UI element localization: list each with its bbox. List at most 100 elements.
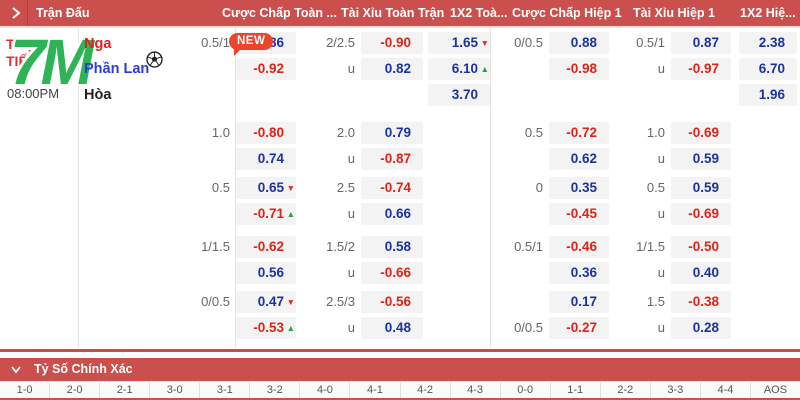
score-option[interactable]: 3-2 xyxy=(250,382,301,398)
ft-ou-line: 1.5/2 xyxy=(326,239,355,254)
ft-1x2-home-odds[interactable]: 1.65 ▼ xyxy=(428,32,490,54)
ft-handicap-away-odds[interactable]: -0.71 ▲ xyxy=(236,203,296,225)
score-option[interactable]: 3-3 xyxy=(650,382,701,398)
ft-1x2-away-odds[interactable]: 6.10 ▲ xyxy=(428,58,490,80)
chevron-right-icon[interactable] xyxy=(9,6,23,20)
odds-group-1: 0.5/1 0.86 -0.92 2/2.5 u -0.90 0.82 1.65… xyxy=(193,32,797,106)
chevron-down-icon[interactable] xyxy=(10,365,22,375)
ft-ou-line: 2.5 xyxy=(336,180,355,195)
correct-score-row: 1-0 2-0 2-1 3-0 3-1 3-2 4-0 4-1 4-2 4-3 … xyxy=(0,381,800,398)
score-option[interactable]: 2-0 xyxy=(50,382,101,398)
ft-handicap-away-odds[interactable]: -0.92 xyxy=(236,58,296,80)
h1-ou-under-odds[interactable]: 0.40 xyxy=(671,262,731,284)
h1-ou-line: 1.5 xyxy=(646,294,665,309)
ft-handicap-line: 1/1.5 xyxy=(201,239,230,254)
h1-1x2-draw-odds[interactable]: 1.96 xyxy=(739,84,797,106)
col-header-ft-overunder[interactable]: Tài Xỉu Toàn Trận xyxy=(341,6,445,20)
section-divider-line xyxy=(0,349,800,352)
score-option[interactable]: 4-2 xyxy=(400,382,451,398)
score-option[interactable]: 3-0 xyxy=(150,382,201,398)
brand-watermark-7m: 7M xyxy=(10,26,94,98)
score-option[interactable]: 0-0 xyxy=(500,382,551,398)
ft-handicap-away-odds[interactable]: -0.53 ▲ xyxy=(236,317,296,339)
col-header-h1-1x2[interactable]: 1X2 Hiệ... xyxy=(740,6,796,20)
col-header-h1-overunder[interactable]: Tài Xỉu Hiệp 1 xyxy=(633,6,715,20)
ft-ou-under-odds[interactable]: 0.48 xyxy=(361,317,423,339)
ft-handicap-home-odds[interactable]: -0.62 xyxy=(236,236,296,258)
h1-handicap-away-odds[interactable]: -0.45 xyxy=(549,203,609,225)
ft-handicap-home-odds[interactable]: 0.47 ▼ xyxy=(236,291,296,313)
score-option[interactable]: 4-1 xyxy=(350,382,401,398)
h1-handicap-away-odds[interactable]: -0.98 xyxy=(549,58,609,80)
away-team-name[interactable]: Phần Lan xyxy=(84,61,150,77)
h1-ou-under-odds[interactable]: 0.59 xyxy=(671,148,731,170)
ft-ou-under-odds[interactable]: 0.82 xyxy=(361,58,423,80)
h1-handicap-home-odds[interactable]: 0.35 xyxy=(549,177,609,199)
ft-1x2-draw-odds[interactable]: 3.70 xyxy=(428,84,490,106)
ft-handicap-away-odds[interactable]: 0.56 xyxy=(236,262,296,284)
ft-ou-over-odds[interactable]: 0.79 xyxy=(361,122,423,144)
h1-handicap-home-odds[interactable]: -0.46 xyxy=(549,236,609,258)
ft-ou-under-odds[interactable]: 0.66 xyxy=(361,203,423,225)
h1-ou-under-odds[interactable]: -0.97 xyxy=(671,58,731,80)
ft-ou-under-odds[interactable]: -0.66 xyxy=(361,262,423,284)
ft-handicap-away-odds[interactable]: 0.74 xyxy=(236,148,296,170)
score-option[interactable]: 4-4 xyxy=(700,382,751,398)
score-option[interactable]: 2-1 xyxy=(100,382,151,398)
under-label: u xyxy=(347,206,355,221)
h1-ou-over-odds[interactable]: -0.38 xyxy=(671,291,731,313)
ft-handicap-line: 1.0 xyxy=(211,125,230,140)
h1-ou-over-odds[interactable]: 0.59 xyxy=(671,177,731,199)
col-header-ft-1x2[interactable]: 1X2 Toà... xyxy=(450,6,508,20)
col-header-h1-handicap[interactable]: Cược Chấp Hiệp 1 xyxy=(512,6,622,20)
odds-group-5: 0/0.5 0.47 ▼ -0.53 ▲ 2.5/3 u -0.56 0.48 0/… xyxy=(193,291,797,339)
h1-ou-over-odds[interactable]: -0.50 xyxy=(671,236,731,258)
under-label: u xyxy=(657,265,665,280)
h1-handicap-away-odds[interactable]: 0.62 xyxy=(549,148,609,170)
score-option[interactable]: 4-0 xyxy=(300,382,351,398)
score-option[interactable]: 1-1 xyxy=(550,382,601,398)
under-label: u xyxy=(657,151,665,166)
h1-ou-under-odds[interactable]: 0.28 xyxy=(671,317,731,339)
score-option[interactable]: 4-3 xyxy=(450,382,501,398)
column-rule-half xyxy=(490,28,491,348)
ft-ou-over-odds[interactable]: -0.74 xyxy=(361,177,423,199)
h1-1x2-away-odds[interactable]: 6.70 xyxy=(739,58,797,80)
home-team-name[interactable]: Nga xyxy=(84,36,112,52)
trend-down-icon: ▼ xyxy=(286,297,295,307)
ft-handicap-home-odds[interactable]: -0.80 xyxy=(236,122,296,144)
under-label: u xyxy=(347,61,355,76)
h1-ou-line: 0.5 xyxy=(646,180,665,195)
kickoff-time: 08:00PM xyxy=(7,86,60,101)
score-option[interactable]: 2-2 xyxy=(600,382,651,398)
odds-group-4: 1/1.5 -0.62 0.56 1.5/2 u 0.58 -0.66 0.5/… xyxy=(193,236,797,284)
h1-handicap-away-odds[interactable]: 0.36 xyxy=(549,262,609,284)
correct-score-header[interactable]: Tỷ Số Chính Xác xyxy=(0,358,800,381)
ft-ou-over-odds[interactable]: 0.58 xyxy=(361,236,423,258)
score-option[interactable]: 3-1 xyxy=(200,382,251,398)
ft-handicap-home-odds[interactable]: 0.65 ▼ xyxy=(236,177,296,199)
ft-ou-over-odds[interactable]: -0.90 xyxy=(361,32,423,54)
score-option[interactable]: 1-0 xyxy=(0,382,51,398)
col-header-ft-handicap[interactable]: Cược Chấp Toàn ... xyxy=(222,6,337,20)
column-rule-time xyxy=(78,28,79,348)
h1-ou-over-odds[interactable]: -0.69 xyxy=(671,122,731,144)
ft-handicap-line: 0.5 xyxy=(211,180,230,195)
h1-ou-over-odds[interactable]: 0.87 xyxy=(671,32,731,54)
ft-ou-line: 2.0 xyxy=(336,125,355,140)
draw-label: Hòa xyxy=(84,87,112,103)
h1-handicap-away-odds[interactable]: -0.27 xyxy=(549,317,609,339)
odds-group-2: 1.0 -0.80 0.74 2.0 u 0.79 -0.87 0.5 -0.7… xyxy=(193,122,797,170)
h1-handicap-home-odds[interactable]: 0.88 xyxy=(549,32,609,54)
ft-ou-over-odds[interactable]: -0.56 xyxy=(361,291,423,313)
h1-handicap-line: 0/0.5 xyxy=(514,320,543,335)
ft-ou-under-odds[interactable]: -0.87 xyxy=(361,148,423,170)
h1-handicap-home-odds[interactable]: 0.17 xyxy=(549,291,609,313)
score-option[interactable]: AOS xyxy=(750,382,800,398)
h1-handicap-line: 0/0.5 xyxy=(514,35,543,50)
h1-1x2-home-odds[interactable]: 2.38 xyxy=(739,32,797,54)
h1-handicap-home-odds[interactable]: -0.72 xyxy=(549,122,609,144)
trend-up-icon: ▲ xyxy=(286,323,295,333)
next-section-strip xyxy=(0,398,800,400)
h1-ou-under-odds[interactable]: -0.69 xyxy=(671,203,731,225)
